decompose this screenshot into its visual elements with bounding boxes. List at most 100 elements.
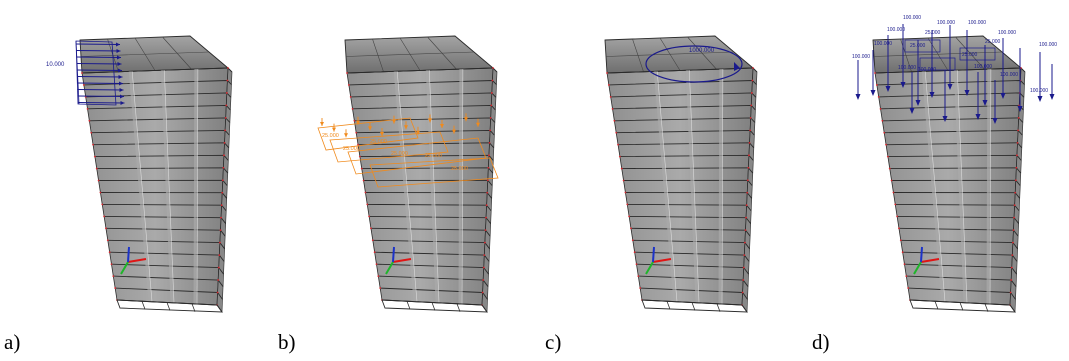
load-value-label: 100.000: [903, 15, 921, 21]
arrow-head: [440, 124, 444, 128]
node: [358, 155, 361, 158]
building-facade: [346, 67, 494, 306]
node: [749, 116, 752, 119]
arrow-head: [975, 114, 981, 120]
load-value-label: 100.000: [887, 27, 905, 33]
node: [110, 263, 113, 266]
node: [744, 229, 747, 232]
foundation-gridline: [984, 303, 989, 312]
node: [223, 154, 225, 157]
arrow-head: [734, 62, 740, 71]
core-wall-edge: [924, 71, 946, 302]
arrow-head: [1000, 93, 1006, 99]
node: [892, 191, 895, 194]
node: [108, 251, 111, 254]
node: [626, 203, 629, 206]
node: [894, 203, 897, 206]
panel-label-d: d): [812, 330, 830, 354]
node: [747, 166, 750, 169]
core-wall: [921, 71, 945, 302]
node: [877, 95, 880, 98]
node: [379, 287, 382, 289]
core-wall: [685, 70, 699, 303]
node: [92, 143, 94, 146]
node: [749, 129, 752, 132]
node: [95, 167, 98, 170]
node: [362, 179, 365, 182]
node: [216, 291, 219, 294]
building-facade: [81, 67, 229, 306]
node: [743, 241, 746, 244]
node: [637, 275, 640, 278]
core-wall: [425, 70, 439, 303]
load-edge: [75, 40, 80, 105]
node: [615, 131, 618, 134]
arrow-head: [464, 117, 468, 122]
node: [112, 275, 115, 278]
axis-y: [120, 261, 129, 275]
node: [746, 191, 749, 194]
load-value-label: 25.000: [962, 52, 978, 58]
wind-arrow: [75, 43, 121, 45]
arrow-head: [992, 118, 998, 124]
arrow-head: [476, 122, 480, 127]
axis-z: [920, 246, 923, 263]
load-value-label: 100.000: [874, 41, 892, 47]
axis-y: [385, 261, 394, 275]
core-wall: [193, 69, 198, 304]
node: [1017, 116, 1020, 119]
roof-gridline: [80, 51, 210, 57]
load-value-label: 100.000: [898, 65, 916, 71]
node: [490, 104, 493, 107]
node: [1009, 291, 1012, 294]
panel-label-b: b): [278, 330, 296, 354]
node: [364, 191, 367, 194]
axis-x: [652, 258, 672, 263]
node: [114, 287, 117, 289]
node: [491, 79, 494, 82]
node: [223, 141, 226, 144]
building-facade: [606, 67, 754, 306]
wind-arrow: [76, 63, 122, 65]
node: [488, 154, 490, 157]
core-wall: [393, 71, 417, 302]
node: [881, 119, 884, 122]
node: [874, 72, 876, 74]
arrow-head: [380, 132, 384, 136]
wind-load-arrows: 10.000: [46, 40, 125, 106]
arrow-head: [356, 120, 360, 125]
node: [227, 67, 229, 69]
core-wall: [953, 70, 967, 303]
node: [879, 107, 882, 110]
load-value-label: 25.000: [985, 39, 1001, 45]
load-value-label: 10.000: [46, 62, 65, 68]
node: [105, 227, 107, 230]
arrow-head: [116, 49, 121, 53]
arrow-head: [332, 127, 336, 132]
node: [748, 141, 751, 144]
foundation-grid: [641, 299, 748, 313]
foundation-gridline: [431, 302, 436, 311]
node: [631, 239, 634, 242]
node: [896, 215, 899, 218]
load-panel: [959, 47, 996, 61]
arrow-head: [452, 129, 456, 134]
foundation-grid: [381, 299, 488, 313]
node: [741, 291, 744, 294]
arrow-head: [368, 126, 372, 131]
arrow-head: [1017, 106, 1023, 112]
core-wall: [458, 69, 463, 304]
node: [899, 239, 902, 242]
arrow-head: [942, 116, 948, 122]
node: [743, 254, 746, 257]
arrow-head: [117, 55, 121, 60]
node: [890, 179, 893, 182]
arrow-head: [392, 119, 396, 124]
node: [370, 227, 372, 230]
node: [742, 279, 745, 281]
node: [1010, 279, 1013, 281]
core-wall-edge: [656, 71, 678, 302]
node: [635, 263, 638, 266]
node: [218, 241, 221, 244]
node: [101, 203, 104, 206]
